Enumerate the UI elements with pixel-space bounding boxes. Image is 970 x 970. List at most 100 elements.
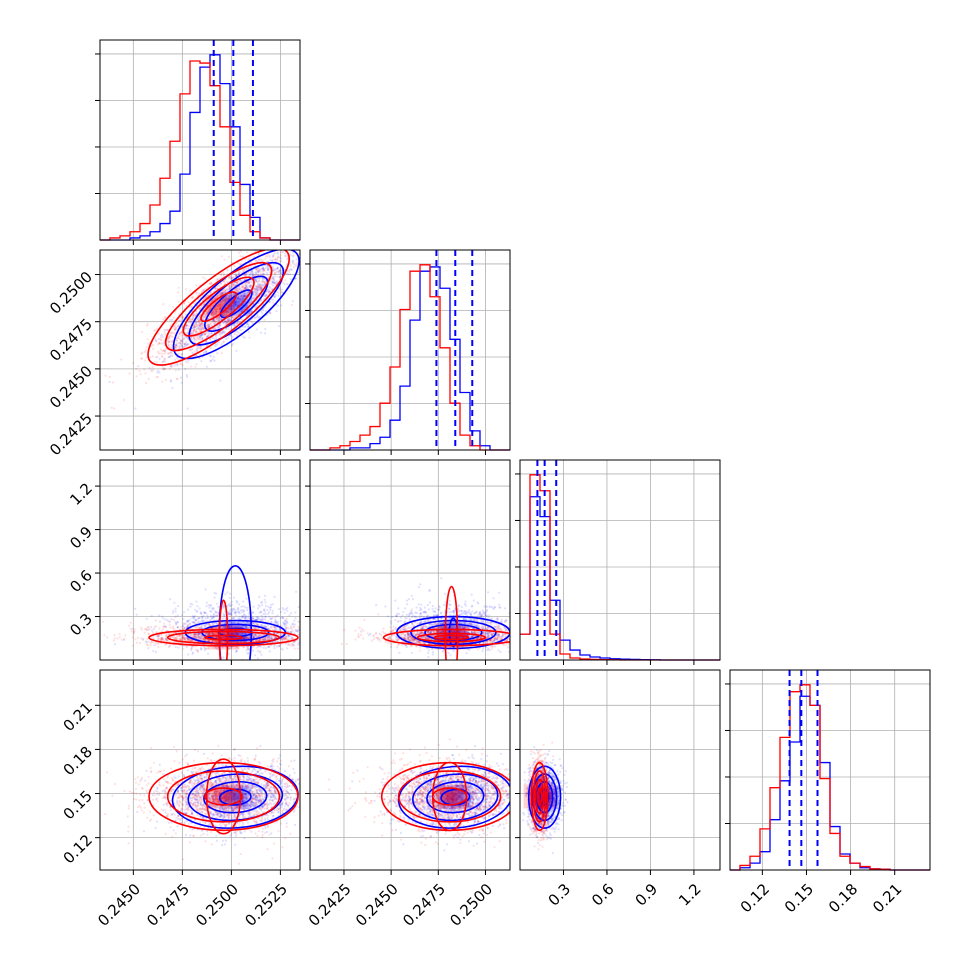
scatter-point [184, 288, 187, 291]
scatter-point [244, 300, 247, 304]
scatter-point [200, 322, 203, 325]
scatter-point [195, 354, 198, 357]
scatter-point [264, 604, 267, 608]
scatter-point [253, 317, 256, 320]
scatter-point [232, 617, 235, 620]
scatter-point [230, 621, 233, 625]
density-cell [228, 297, 245, 310]
scatter-point [209, 360, 212, 363]
scatter-point [196, 634, 199, 637]
scatter-point [196, 336, 199, 339]
scatter-point [200, 324, 203, 327]
scatter-point [215, 311, 218, 314]
scatter-point [222, 656, 225, 659]
scatter-point [226, 269, 229, 272]
scatter-point [239, 298, 242, 301]
scatter-point [252, 622, 255, 625]
scatter-point [179, 319, 182, 322]
scatter-point [224, 298, 227, 301]
scatter-point [244, 632, 247, 635]
scatter-point [299, 245, 301, 247]
scatter-point [223, 291, 226, 294]
scatter-point [229, 277, 232, 281]
scatter-point [222, 298, 225, 301]
scatter-point [236, 302, 239, 305]
scatter-point [209, 307, 212, 310]
scatter-point [230, 307, 233, 311]
scatter-point [261, 311, 264, 315]
scatter-point [222, 612, 225, 615]
scatter-point [242, 637, 245, 640]
scatter-point [305, 250, 307, 252]
scatter-point [189, 348, 192, 351]
scatter-point [261, 309, 265, 312]
scatter-point [263, 242, 265, 244]
scatter-point [191, 315, 195, 318]
scatter-point [254, 259, 257, 262]
scatter-point [280, 271, 283, 274]
scatter-point [212, 323, 216, 326]
scatter-point [150, 370, 154, 373]
scatter-point [191, 314, 194, 317]
scatter-point [180, 344, 183, 348]
scatter-point [195, 363, 198, 366]
scatter-point [257, 280, 260, 283]
scatter-point [307, 276, 309, 278]
scatter-point [211, 617, 214, 620]
scatter-point [278, 260, 281, 263]
scatter-point [177, 352, 180, 355]
scatter-point [218, 303, 221, 306]
scatter-point [202, 614, 205, 618]
scatter-point [210, 311, 213, 315]
scatter-point [210, 610, 213, 613]
scatter-point [305, 256, 307, 258]
scatter-point [242, 242, 244, 244]
scatter-point [235, 601, 239, 604]
scatter-point [212, 616, 215, 619]
scatter-point [272, 253, 275, 256]
scatter-point [212, 608, 215, 611]
scatter-point [143, 350, 146, 353]
scatter-point [220, 305, 223, 308]
scatter-point [236, 288, 239, 291]
scatter-point [183, 345, 186, 348]
scatter-point [229, 286, 232, 289]
scatter-point [329, 241, 331, 243]
scatter-point [248, 286, 251, 289]
scatter-point [205, 351, 208, 354]
scatter-point [156, 343, 159, 346]
scatter-point [223, 311, 226, 314]
scatter-point [213, 308, 216, 311]
scatter-point [113, 634, 116, 637]
scatter-point [237, 606, 240, 609]
scatter-point [158, 371, 161, 374]
scatter-point [268, 311, 271, 314]
scatter-point [296, 630, 299, 633]
scatter-point [264, 637, 267, 640]
scatter-point [179, 342, 182, 345]
scatter-point [336, 227, 338, 229]
scatter-point [173, 332, 176, 335]
scatter-point [306, 266, 308, 268]
scatter-point [273, 269, 276, 272]
scatter-point [241, 285, 244, 288]
scatter-point [274, 246, 276, 248]
scatter-point [201, 337, 204, 340]
scatter-point [162, 617, 165, 620]
scatter-point [237, 295, 240, 298]
scatter-point [161, 352, 164, 355]
scatter-point [297, 633, 300, 636]
scatter-point [236, 289, 239, 292]
scatter-point [253, 636, 256, 639]
scatter-point [232, 306, 235, 309]
scatter-point [230, 305, 233, 308]
scatter-point [238, 263, 241, 266]
scatter-point [172, 326, 175, 329]
scatter-point [149, 356, 152, 359]
scatter-point [173, 344, 177, 347]
scatter-point [223, 319, 226, 323]
scatter-point [255, 285, 258, 288]
scatter-point [210, 313, 213, 316]
scatter-point [277, 270, 280, 273]
scatter-point [252, 297, 255, 300]
